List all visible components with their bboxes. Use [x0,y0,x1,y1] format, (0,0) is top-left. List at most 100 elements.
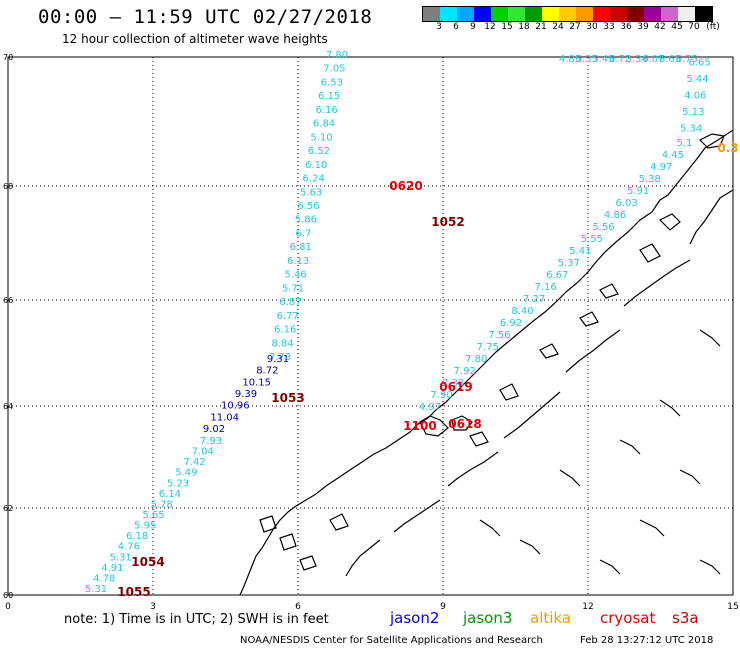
color-swatch [508,7,525,21]
satellite-legend-cryosat: cryosat [600,609,656,627]
coastline-segment [699,559,721,575]
wave-height-label: 7.56 [488,330,510,341]
pass-time-label: 1055 [117,585,150,599]
wave-height-label: 5.86 [295,215,317,226]
wave-height-label: 5.38 [639,174,661,185]
wave-height-label: 8.72 [256,366,278,377]
coastline-segment [599,283,619,299]
coastline-segment [451,415,473,431]
color-swatch [474,7,491,21]
wave-height-label: 6.52 [308,146,330,157]
wave-height-label: 5.34 [680,123,702,134]
wave-height-label: 6.07 [642,54,664,65]
wave-height-label: 6.16 [274,325,296,336]
coastline-segment [565,329,621,373]
wave-height-label: 5.65 [142,510,164,521]
wave-height-label: 4.97 [419,402,441,413]
color-scale-label: 39 [637,22,649,32]
color-swatch [661,7,678,21]
coastline-segment [503,391,561,439]
wave-height-label: 5.31 [85,584,107,595]
color-scale-label: 6 [453,22,459,32]
footer-timestamp: Feb 28 13:27:12 UTC 2018 [580,635,714,646]
map-frame [7,56,734,596]
pass-time-label: 0618 [448,417,481,431]
wave-height-label: 6.67 [546,270,568,281]
coastline-segment [299,555,317,571]
color-scale-label: 27 [569,22,581,32]
color-scale-label: 30 [586,22,598,32]
wave-height-label: 6.84 [313,119,335,130]
wave-height-label: 5.78 [151,499,173,510]
wave-height-label: 5.37 [558,258,580,269]
longitude-label: 15 [727,602,738,612]
wave-height-label: 10.15 [242,377,271,388]
wave-height-label: 7.27 [523,294,545,305]
color-scale-label: 9 [470,22,476,32]
wave-height-label: 4.85 [559,54,581,65]
wave-height-label: 7.75 [477,342,499,353]
wave-height-label: 7.42 [183,457,205,468]
wave-height-label: 5.63 [300,187,322,198]
wave-height-label: 8.84 [271,338,293,349]
axis-labels: 70 68 66 64 62 60 0 3 6 9 12 15 [3,53,739,612]
color-swatch [542,7,559,21]
wave-height-label: 6.87 [279,297,301,308]
color-scale-label: 36 [620,22,632,32]
wave-height-label: 6.7 [295,228,311,239]
wave-height-label: 7.92 [454,366,476,377]
coastline-segment [639,243,661,263]
wave-height-label: 6.77 [277,311,299,322]
wave-height-label: 7.80 [326,50,348,61]
wave-height-label: 5.95 [134,521,156,532]
coastline-segment [619,439,641,455]
wave-height-label: 4.97 [650,162,672,173]
wave-height-label: 5.91 [627,186,649,197]
coastline-segment [539,343,559,359]
color-swatch [525,7,542,21]
color-scale-label: 45 [671,22,683,32]
wave-height-label: 4.76 [118,542,140,553]
wave-height-label: 5.45 [592,54,614,65]
wave-height-label: 6.75 [676,54,698,65]
wave-height-label: 5.31 [110,552,132,563]
pass-time-label: 1052 [431,215,464,229]
coastline-segment [659,399,681,417]
wave-height-label: 9.31 [267,354,289,365]
color-swatch [610,7,627,21]
color-scale-label: 15 [501,22,513,32]
color-scale-label: 24 [552,22,564,32]
pass-time-labels: 0620 1052 1053 0619 0618 1100 1054 1055 0.3 [117,141,738,599]
coastline-segment [469,431,489,447]
color-swatch [695,7,712,21]
wave-height-label: 6.24 [303,174,325,185]
wave-height-label: 5.49 [175,468,197,479]
latitude-label: 66 [3,296,13,305]
wave-height-label: 7.05 [323,64,345,75]
latitude-label: 68 [3,182,13,191]
wave-height-label: 5.46 [284,270,306,281]
color-scale-label: 70 [688,22,700,32]
coastline-segment [393,499,441,533]
coastline-segment [519,539,541,555]
pass-time-label: 0620 [389,179,422,193]
wave-height-label: 6.65 [659,54,681,65]
longitude-label: 3 [150,602,156,612]
wave-height-label: 4.78 [93,573,115,584]
color-scale-label: 3 [436,22,442,32]
color-swatch [678,7,695,21]
coastline-segment [679,469,701,485]
coastline-segment [279,533,297,551]
wave-height-label: 11.04 [210,412,239,423]
color-scale-label: 42 [654,22,666,32]
wave-height-label: 6.13 [287,256,309,267]
color-swatch [627,7,644,21]
coastline-segment [479,519,501,537]
satellite-legend-jason2: jason2 [390,609,440,627]
coastline-segment [599,559,621,575]
color-scale-label: 21 [535,22,547,32]
pass-time-label: 0.3 [717,141,738,155]
coastline-segment [639,519,665,537]
wave-height-label: 5.71 [282,283,304,294]
